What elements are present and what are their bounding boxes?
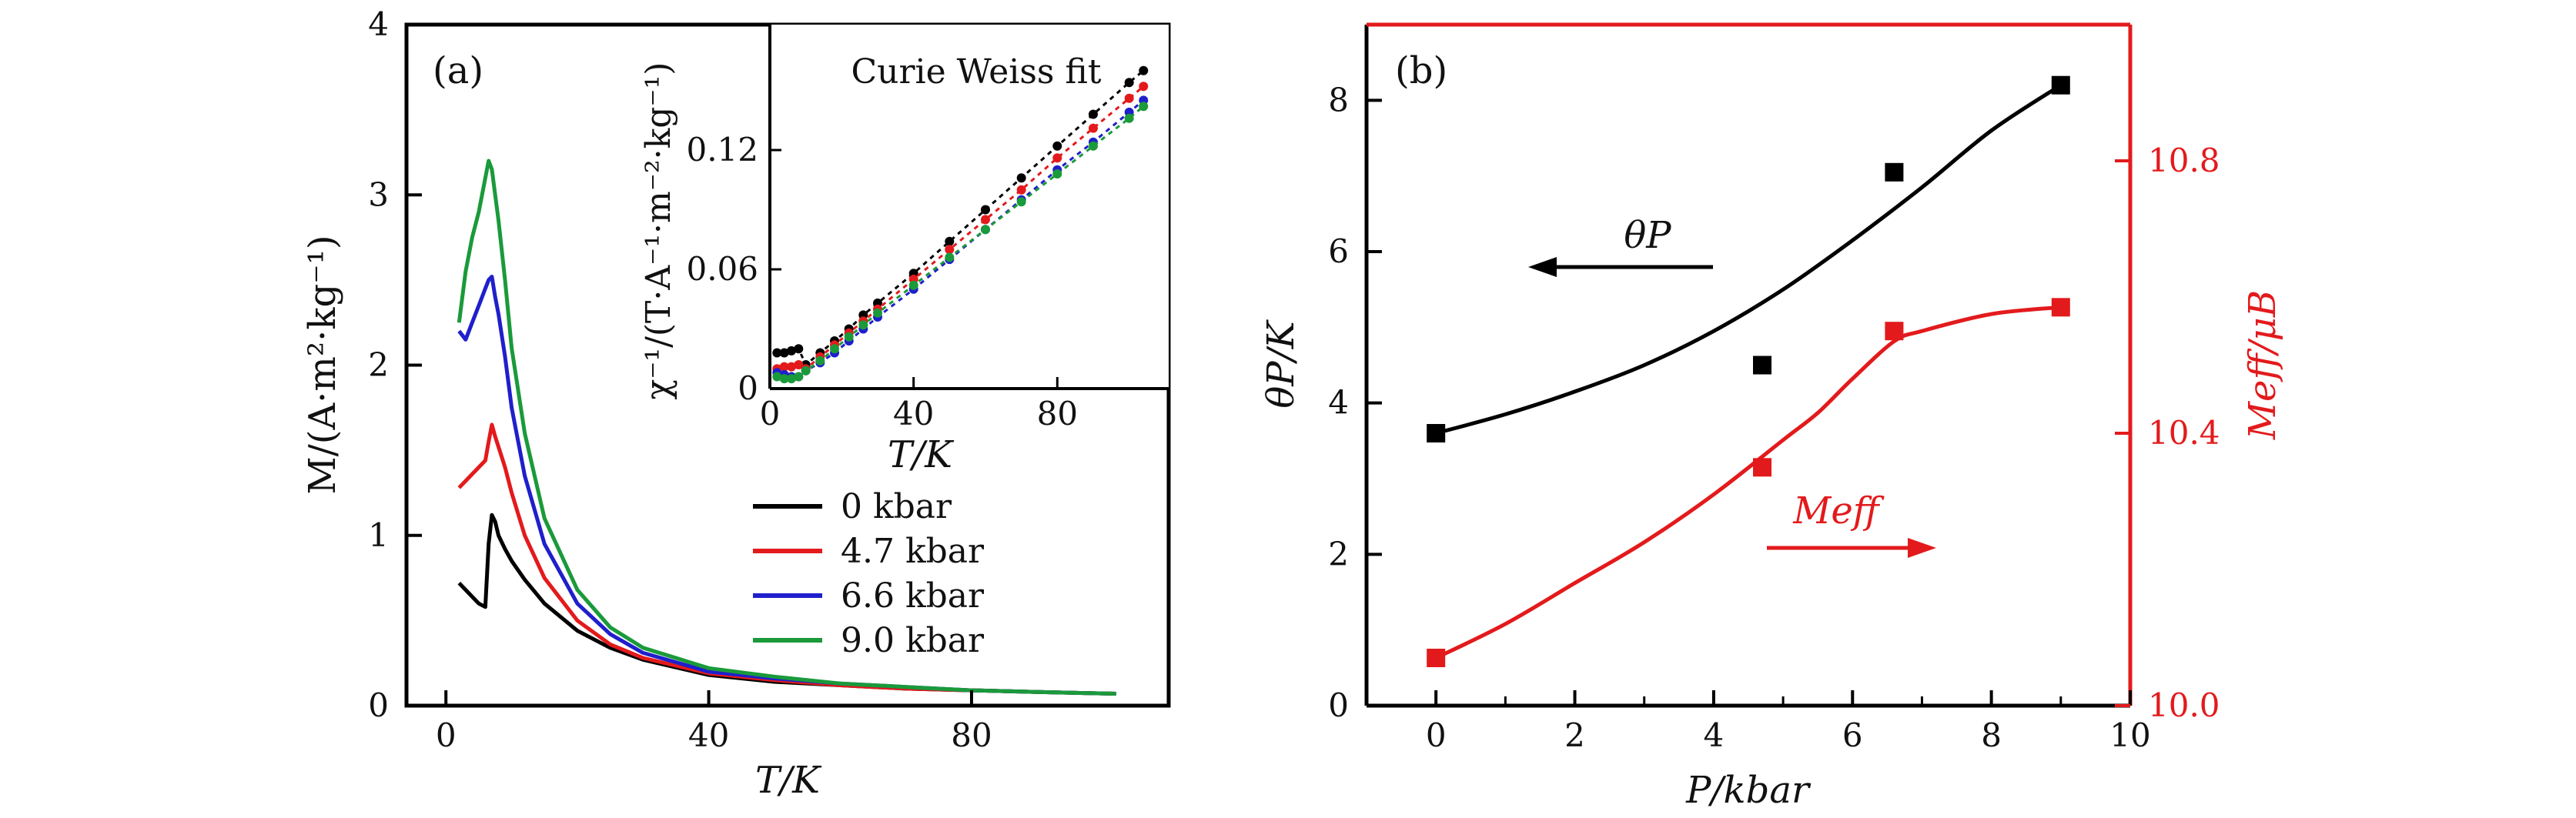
inset-point-3-1 (779, 374, 789, 384)
inset-ytick-label-2: 0.12 (686, 131, 758, 169)
panel-a-ytick-label-3: 3 (368, 175, 389, 213)
panel-b-xlabel: P/kbar (1685, 769, 1812, 812)
panel-a-ytick-label-2: 2 (368, 346, 389, 384)
theta-point-2 (1885, 162, 1904, 182)
panel-a-ytick-label-0: 0 (368, 686, 389, 724)
panel-a-xtick-label-2: 80 (951, 716, 992, 754)
inset-title: Curie Weiss fit (851, 52, 1101, 92)
inset-point-1-2 (787, 362, 796, 372)
meff-point-1 (1753, 458, 1771, 477)
inset-point-3-2 (787, 374, 796, 384)
inset-point-0-2 (787, 346, 796, 356)
panel-a-series-line-1 (457, 422, 1116, 696)
meff-annotation: Meff (1792, 489, 1885, 533)
panel-a-legend: 0 kbar 4.7 kbar 6.6 kbar 9.0 kbar (753, 487, 985, 660)
panel-a-xtick-label-0: 0 (436, 716, 457, 754)
panel-b-xtick-label-3: 6 (1842, 716, 1863, 754)
meff-point-2 (1885, 322, 1904, 341)
panel-b-xtick-label-4: 8 (1981, 716, 2002, 754)
legend-label-1: 4.7 kbar (841, 532, 985, 571)
inset-xtick-label-1: 40 (893, 395, 934, 432)
panel-b-ylabel-right: Meff/μB (2241, 290, 2284, 440)
panel-b-yrtick-label-1: 10.4 (2148, 414, 2220, 452)
inset-xtick-label-0: 0 (760, 395, 781, 432)
panel-b-yrtick-label-0: 10.0 (2148, 686, 2220, 724)
panel-b-xtick-label-0: 0 (1426, 716, 1447, 754)
panel-b-xtick-label-2: 4 (1704, 716, 1725, 754)
panel-a-ytick-label-4: 4 (368, 5, 389, 43)
panel-b-label: (b) (1395, 49, 1447, 92)
panel-a-series (457, 159, 1116, 696)
panel-a-label: (a) (433, 49, 483, 92)
panel-b-xtick-label-5: 10 (2109, 716, 2150, 754)
inset-series-line-3 (776, 105, 1145, 380)
theta-fit-curve (1435, 83, 2062, 436)
panel-b-yltick-label-1: 2 (1328, 535, 1349, 573)
inset-point-1-1 (779, 362, 789, 372)
inset-series-line-1 (776, 85, 1145, 371)
panel-a-xtick-label-1: 40 (688, 716, 729, 754)
meff-point-3 (2051, 298, 2070, 317)
inset-ytick-label-0: 0 (738, 369, 758, 407)
legend-label-2: 6.6 kbar (841, 576, 985, 616)
meff-point-0 (1427, 649, 1446, 667)
panel-a-series-line-3 (457, 159, 1116, 696)
inset-ytick-label-1: 0.06 (686, 250, 758, 288)
panel-b-yrtick-label-2: 10.8 (2148, 142, 2220, 179)
inset-series (772, 65, 1149, 384)
panel-b-ticks: 0 2 4 6 8 10 0 2 4 6 8 10.0 10.4 10.8 (1328, 81, 2220, 754)
legend-label-0: 0 kbar (841, 487, 952, 526)
panel-b-series (1427, 75, 2070, 667)
legend-label-3: 9.0 kbar (841, 621, 985, 660)
inset-series-line-0 (777, 69, 1145, 367)
panel-a-ytick-label-1: 1 (368, 516, 389, 554)
panel-b-yltick-label-0: 0 (1328, 686, 1349, 724)
inset-xlabel: T/K (888, 433, 955, 476)
inset-background (770, 25, 1169, 389)
theta-point-3 (2051, 75, 2070, 95)
meff-fit-curve (1435, 305, 2062, 660)
theta-point-0 (1427, 424, 1446, 442)
theta-arrow-head (1528, 257, 1557, 277)
theta-point-1 (1753, 356, 1771, 375)
meff-arrow-head (1908, 538, 1936, 558)
panel-b-yltick-label-4: 8 (1328, 81, 1349, 119)
panel-a-ticks: 0 40 80 0 1 2 3 4 (368, 5, 992, 754)
panel-b-yltick-label-2: 4 (1328, 384, 1349, 422)
panel-a-inset: 0 40 80 0 0.06 0.12 Curie Weiss fit T/K χ⁻¹/(… (639, 25, 1169, 476)
inset-ticks: 0 40 80 0 0.06 0.12 (686, 131, 1078, 432)
panel-b-xtick-label-1: 2 (1564, 716, 1585, 754)
inset-xtick-label-2: 80 (1037, 395, 1078, 432)
theta-annotation: θP (1624, 214, 1671, 257)
panel-a-ylabel: M/(A·m²·kg⁻¹) (301, 235, 344, 494)
panel-b-ylabel-left: θP/K (1260, 319, 1303, 408)
inset-ylabel: χ⁻¹/(T·A⁻¹·m⁻²·kg⁻¹) (639, 62, 678, 400)
panel-b: 0 2 4 6 8 10 0 2 4 6 8 10.0 10.4 10.8 (b) P/kbar θP/K… (1260, 22, 2284, 812)
panel-b-yltick-label-3: 6 (1328, 232, 1349, 270)
panel-a: 0 40 80 0 1 2 3 4 (a) T/K M/(A·m²·kg⁻¹) 0 kbar 4… (301, 5, 1171, 802)
panel-a-series-line-0 (457, 513, 1116, 696)
inset-point-0-1 (779, 348, 789, 358)
panel-a-xlabel: T/K (755, 759, 822, 802)
inset-point-1-17 (1139, 82, 1149, 92)
